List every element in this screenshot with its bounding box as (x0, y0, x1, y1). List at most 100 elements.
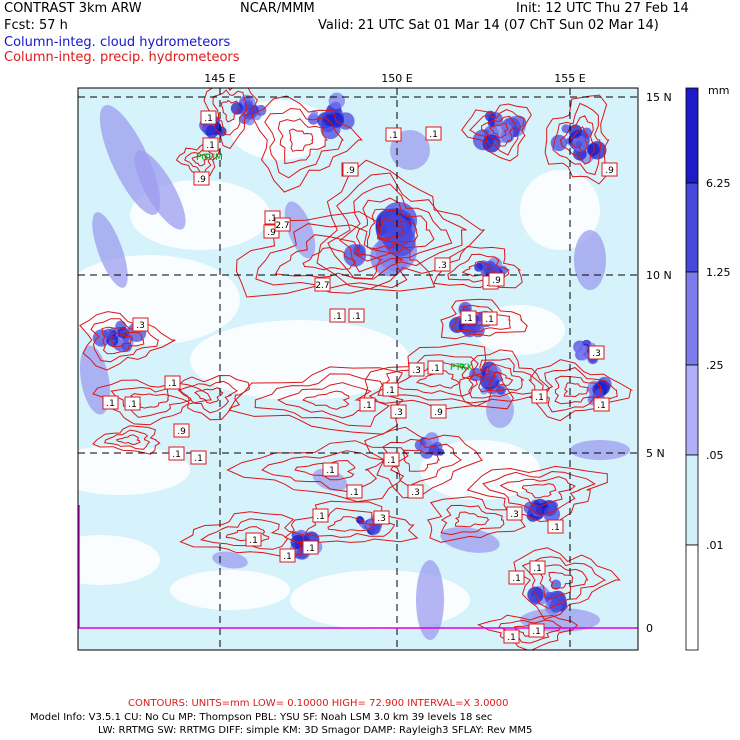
precip-contour (104, 429, 151, 450)
cloud-streak (212, 551, 248, 569)
precip-contour (468, 358, 536, 399)
contour-label-box (193, 171, 210, 186)
contour-label: .1 (350, 488, 359, 498)
precip-contour (554, 375, 603, 405)
contour-label-box (190, 450, 207, 465)
contour-label-box (322, 462, 339, 477)
precip-contour (461, 103, 532, 162)
precip-contour (499, 476, 576, 507)
longitude-label: 145 E (204, 72, 235, 85)
contour-label: 2.7 (275, 221, 289, 231)
contour-label: .3 (136, 321, 145, 331)
precip-contour (199, 518, 289, 550)
contour-label: .1 (389, 131, 398, 141)
precip-contour (304, 507, 396, 538)
cloud-core (205, 125, 219, 139)
precip-contour (363, 342, 514, 411)
station-marker (205, 153, 211, 159)
contour-label: .1 (535, 393, 544, 403)
precip-contour (101, 326, 145, 355)
contour-label-box (528, 623, 545, 638)
colorbar-segment (685, 364, 699, 456)
precip-contour (301, 390, 350, 410)
legend-cloud-hydrometeors: Column-integ. cloud hydrometeors (4, 35, 231, 50)
cloud-streak (92, 212, 128, 288)
contour-label: .1 (168, 379, 177, 389)
precip-contour (92, 379, 213, 426)
contour-label: .3 (394, 408, 403, 418)
cloud-core (384, 225, 416, 257)
precip-contour (115, 434, 141, 446)
contour-label-box (348, 308, 365, 323)
contour-label: .9 (346, 166, 355, 176)
cloud-core (117, 326, 130, 339)
colorbar-segment (685, 454, 699, 546)
precip-contour (480, 115, 517, 147)
contour-label-box (547, 519, 564, 534)
cloud-core (369, 522, 381, 535)
contour-label-box (279, 548, 296, 563)
contour-label-box (245, 532, 262, 547)
colorbar-segment (685, 544, 699, 651)
longitude-label: 150 E (381, 72, 412, 85)
cloud-core (574, 343, 586, 355)
contour-label-box (588, 345, 605, 360)
precip-contour (459, 349, 551, 408)
contour-label: .3 (412, 366, 421, 376)
precip-contour (559, 115, 595, 165)
longitude-label: 155 E (554, 72, 585, 85)
contour-label: .1 (306, 544, 315, 554)
precip-contour (274, 234, 383, 280)
contour-label-box (593, 397, 610, 412)
precip-contour (427, 496, 526, 543)
cloud-core (550, 579, 562, 590)
contour-label-box (168, 446, 185, 461)
cloud-core (462, 322, 477, 338)
contour-label-box (102, 395, 119, 410)
contour-label-box (382, 382, 399, 397)
precip-contour (327, 172, 467, 280)
latitude-label: 0 (646, 622, 653, 635)
clear-patch (520, 170, 600, 250)
cloud-core (343, 244, 367, 267)
precip-contour (302, 247, 357, 271)
contour-label-box (302, 540, 319, 555)
precip-contour (377, 354, 494, 404)
cloud-core (328, 92, 345, 110)
precip-contour (250, 95, 363, 193)
precip-contour (327, 516, 375, 532)
contour-label-box (430, 404, 447, 419)
cloud-core (568, 124, 583, 139)
precip-contour (482, 470, 596, 517)
precip-contour (415, 369, 460, 389)
contour-label: .1 (533, 564, 542, 574)
latitude-label: 15 N (646, 91, 672, 104)
cloud-streak (486, 392, 514, 428)
precip-contour (478, 363, 525, 393)
contour-label: .1 (206, 141, 215, 151)
cloud-core (588, 141, 607, 160)
precip-contour (203, 88, 259, 150)
clear-patch (78, 445, 190, 495)
colorbar-level: .01 (706, 539, 724, 552)
precip-contour (254, 373, 391, 427)
contour-label-box (407, 484, 424, 499)
contour-label-box (132, 317, 149, 332)
contour-label: .1 (333, 312, 342, 322)
contour-label-box (314, 277, 331, 292)
precip-contour (544, 94, 610, 185)
contour-label-box (164, 375, 181, 390)
precip-contour (228, 366, 404, 435)
contour-label: .1 (464, 314, 473, 324)
contour-label-box (434, 257, 451, 272)
clear-patch (420, 440, 540, 500)
precip-contour (355, 197, 435, 262)
contour-label: .1 (268, 214, 277, 224)
cloud-streak (570, 440, 630, 460)
contour-label-box (531, 389, 548, 404)
contour-label: .1 (363, 401, 372, 411)
latitude-label: 5 N (646, 447, 665, 460)
precip-contour (364, 426, 483, 499)
precip-contour (191, 154, 207, 167)
cloud-streak (134, 150, 186, 230)
